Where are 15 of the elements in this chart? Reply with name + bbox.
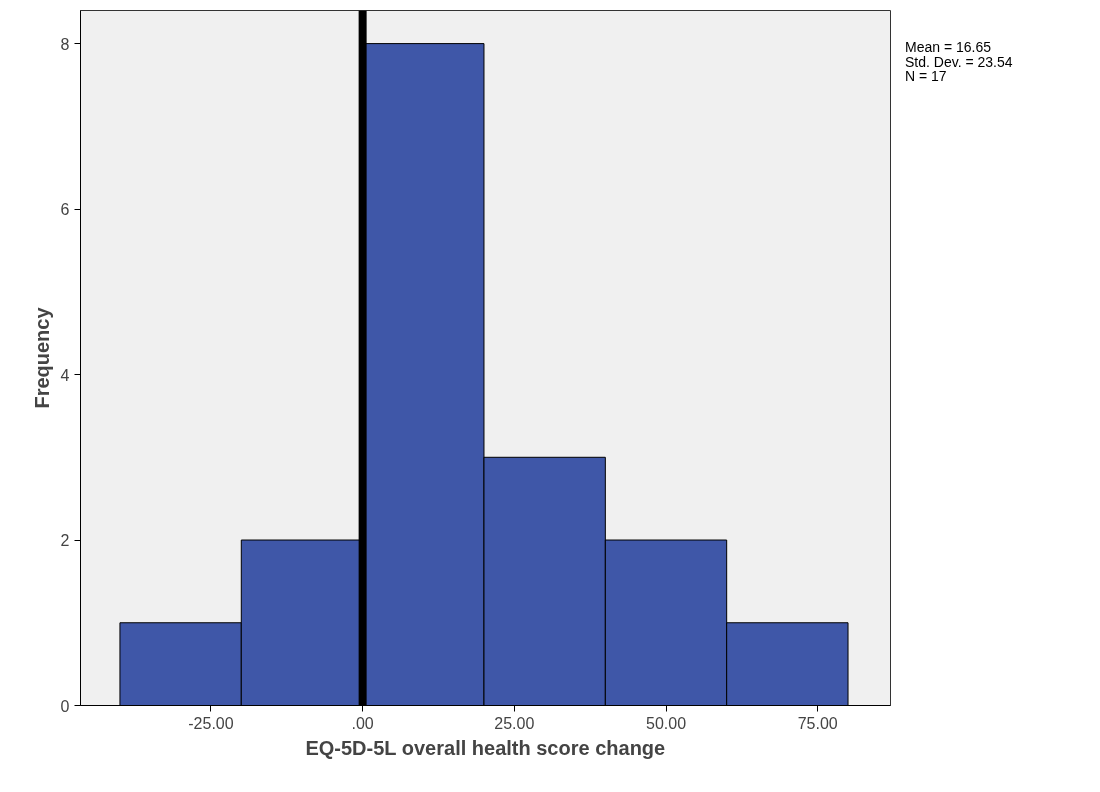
- y-axis-title: Frequency: [30, 306, 53, 409]
- x-tick-label: 50.00: [645, 714, 687, 732]
- x-tick-label: 25.00: [494, 714, 535, 732]
- y-tick-label: 0: [60, 697, 70, 715]
- x-tick-label: 75.00: [797, 714, 838, 732]
- y-tick-label: 2: [60, 532, 70, 550]
- text: Std. Dev. = 23.54: [905, 53, 1013, 70]
- x-tick-label: -25.00: [188, 714, 234, 732]
- text: Mean = 16.65: [905, 39, 992, 55]
- x-tick-label: .00: [351, 714, 374, 732]
- x-axis-title: EQ-5D-5L overall health score change: [305, 736, 666, 759]
- text: N = 17: [905, 68, 947, 85]
- y-tick-label: 8: [60, 35, 70, 53]
- y-tick-label: 6: [60, 201, 70, 219]
- y-tick-label: 4: [60, 366, 70, 384]
